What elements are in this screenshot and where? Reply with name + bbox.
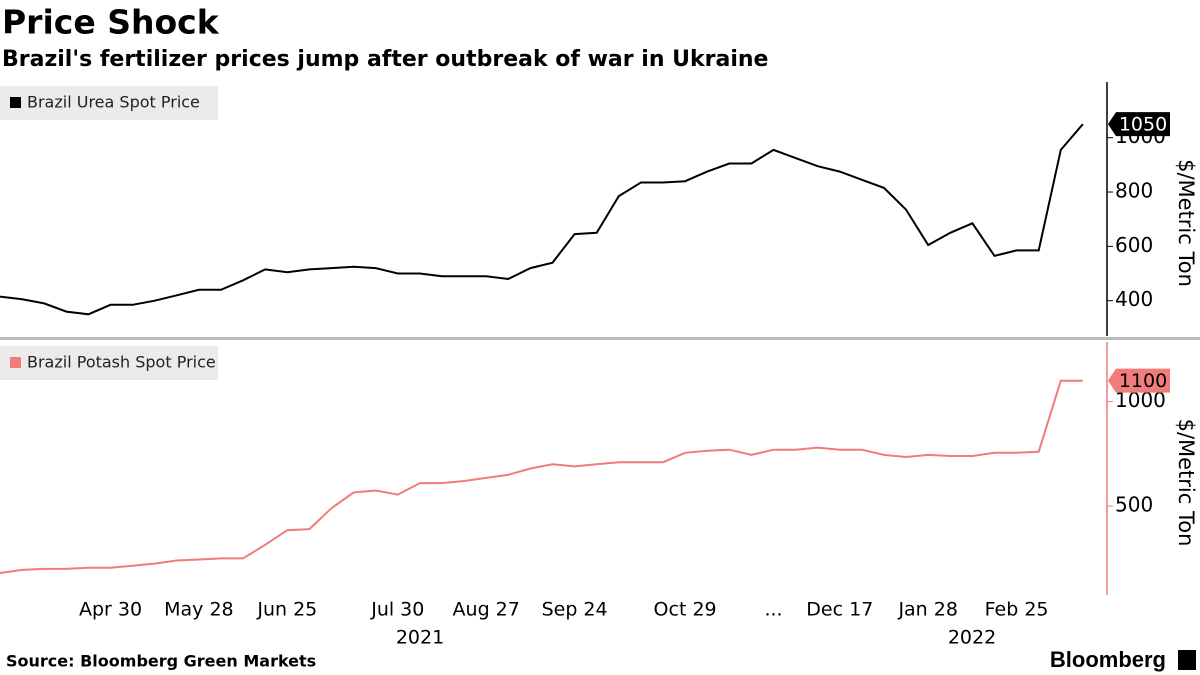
x-tick-label: Aug 27 <box>453 599 520 621</box>
y-tick-label: 500 <box>1115 493 1153 517</box>
x-tick-label: Oct 29 <box>654 599 717 621</box>
line <box>0 123 1084 316</box>
y-axis-label: $/Metric Ton <box>1174 419 1198 547</box>
brand-icon <box>1178 650 1196 670</box>
last-value-tag <box>1108 112 1170 137</box>
x-year-label: 2022 <box>948 627 996 649</box>
x-year-label: 2021 <box>396 627 444 649</box>
legend-box <box>0 346 218 380</box>
x-tick-label: Dec 17 <box>806 599 873 621</box>
legend-label: Brazil Potash Spot Price <box>27 353 216 372</box>
legend-swatch <box>10 97 21 108</box>
y-axis-label: $/Metric Ton <box>1174 159 1198 287</box>
x-tick-label: Jan 28 <box>897 599 958 621</box>
legend-label: Brazil Urea Spot Price <box>27 93 200 112</box>
chart-subtitle: Brazil's fertilizer prices jump after ou… <box>2 47 768 72</box>
x-tick-label: Apr 30 <box>79 599 142 621</box>
last-value-label: 1050 <box>1119 114 1167 136</box>
brand: Bloomberg <box>1050 647 1166 672</box>
chart-title: Price Shock <box>2 3 220 42</box>
x-tick-label: Jun 25 <box>256 599 317 621</box>
y-tick-label: 800 <box>1115 179 1153 203</box>
source: Source: Bloomberg Green Markets <box>6 652 316 671</box>
y-tick-label: 400 <box>1115 287 1153 311</box>
x-tick-label: Feb 25 <box>985 599 1049 621</box>
legend-swatch <box>10 357 21 368</box>
line <box>0 379 1083 574</box>
legend-box <box>0 86 218 120</box>
x-tick-label: Jul 30 <box>370 599 424 621</box>
x-tick-label: May 28 <box>164 599 234 621</box>
last-value-tag <box>1108 368 1170 393</box>
last-value-label: 1100 <box>1119 370 1167 392</box>
x-tick-label: Sep 24 <box>542 599 608 621</box>
x-tick-label: ... <box>764 599 782 621</box>
y-tick-label: 600 <box>1115 233 1153 257</box>
